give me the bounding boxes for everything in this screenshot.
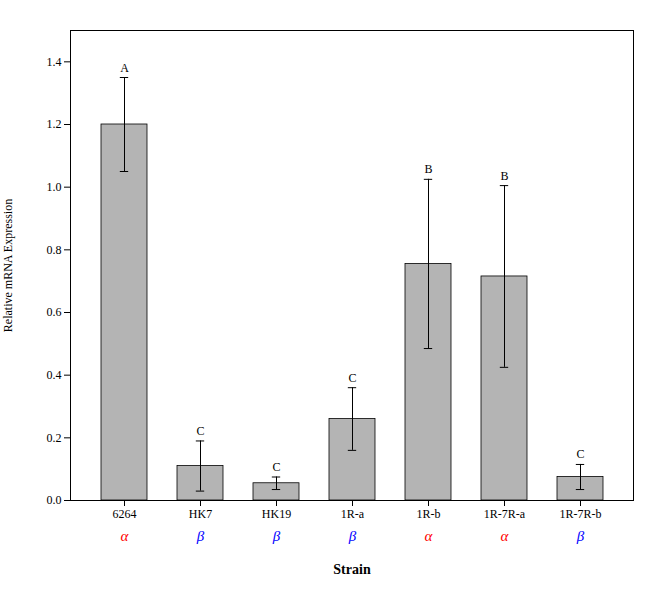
svg-text:Relative mRNA Expression: Relative mRNA Expression xyxy=(1,199,15,332)
svg-text:Strain: Strain xyxy=(333,562,371,577)
svg-text:0.4: 0.4 xyxy=(47,368,62,382)
svg-text:1R-a: 1R-a xyxy=(341,507,365,521)
svg-text:1.4: 1.4 xyxy=(47,55,62,69)
svg-text:1R-7R-b: 1R-7R-b xyxy=(560,507,602,521)
svg-text:β: β xyxy=(272,528,281,544)
svg-text:HK19: HK19 xyxy=(262,507,291,521)
svg-text:C: C xyxy=(196,424,204,438)
svg-text:C: C xyxy=(576,447,584,461)
svg-text:0.6: 0.6 xyxy=(47,305,62,319)
svg-text:6264: 6264 xyxy=(113,507,137,521)
svg-text:β: β xyxy=(196,528,205,544)
svg-text:α: α xyxy=(501,528,510,544)
svg-text:0.8: 0.8 xyxy=(47,243,62,257)
svg-text:C: C xyxy=(348,371,356,385)
svg-text:1R-7R-a: 1R-7R-a xyxy=(484,507,526,521)
svg-text:β: β xyxy=(576,528,585,544)
svg-text:B: B xyxy=(500,169,508,183)
svg-text:0.0: 0.0 xyxy=(47,493,62,507)
svg-text:A: A xyxy=(120,61,129,75)
svg-text:1.0: 1.0 xyxy=(47,180,62,194)
svg-text:B: B xyxy=(424,162,432,176)
svg-text:α: α xyxy=(121,528,130,544)
svg-text:α: α xyxy=(425,528,434,544)
svg-text:1.2: 1.2 xyxy=(47,117,62,131)
svg-text:HK7: HK7 xyxy=(189,507,212,521)
svg-text:C: C xyxy=(272,460,280,474)
svg-text:β: β xyxy=(348,528,357,544)
svg-text:0.2: 0.2 xyxy=(47,431,62,445)
svg-text:1R-b: 1R-b xyxy=(417,507,441,521)
